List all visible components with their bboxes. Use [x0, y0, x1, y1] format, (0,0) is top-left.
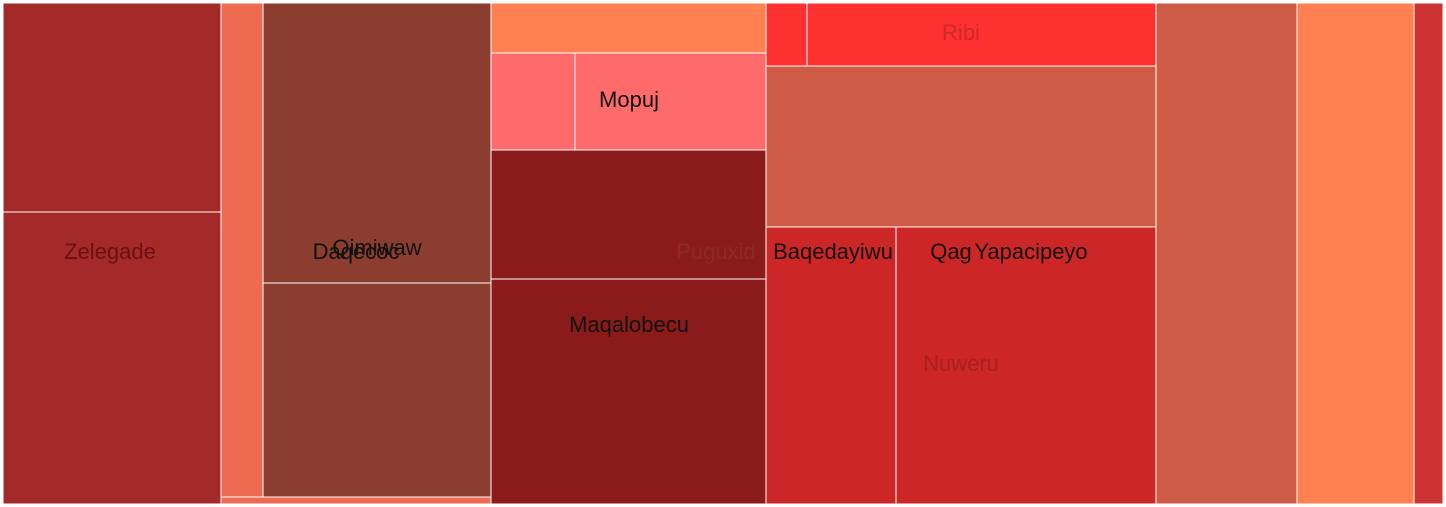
treemap-label: Ribi — [942, 20, 980, 45]
treemap-label: Maqalobecu — [569, 312, 689, 337]
treemap-label: Daqecoc — [313, 239, 400, 264]
treemap-tile — [574, 52, 767, 151]
treemap-label: Qag — [930, 239, 972, 264]
treemap-label: Yapacipeyo — [974, 239, 1087, 264]
treemap-label: Qimiwaw — [332, 235, 421, 260]
treemap-label: Nuweru — [923, 351, 999, 376]
treemap-label: Mopuj — [599, 87, 659, 112]
treemap-tile — [220, 496, 492, 505]
treemap-tile — [490, 52, 576, 151]
treemap-tile — [262, 282, 492, 498]
treemap-label: Baqedayiwu — [773, 239, 893, 264]
treemap-tile — [895, 226, 1157, 505]
treemap-tile — [490, 2, 767, 54]
treemap-tile — [1155, 2, 1298, 505]
treemap-tile — [220, 2, 264, 498]
treemap-tile — [2, 2, 222, 213]
treemap-tile — [262, 2, 492, 284]
treemap-tile — [1296, 2, 1415, 505]
treemap-tile — [1413, 2, 1444, 505]
treemap-tile — [765, 65, 1157, 228]
treemap-tile — [490, 278, 767, 505]
treemap-tile — [806, 2, 1157, 67]
treemap-tile — [765, 2, 808, 67]
treemap-label: Zelegade — [64, 239, 156, 264]
treemap-tile — [490, 149, 767, 280]
treemap-tile — [765, 226, 897, 505]
treemap-tile — [2, 211, 222, 505]
treemap-label: Puguxid — [676, 239, 756, 264]
